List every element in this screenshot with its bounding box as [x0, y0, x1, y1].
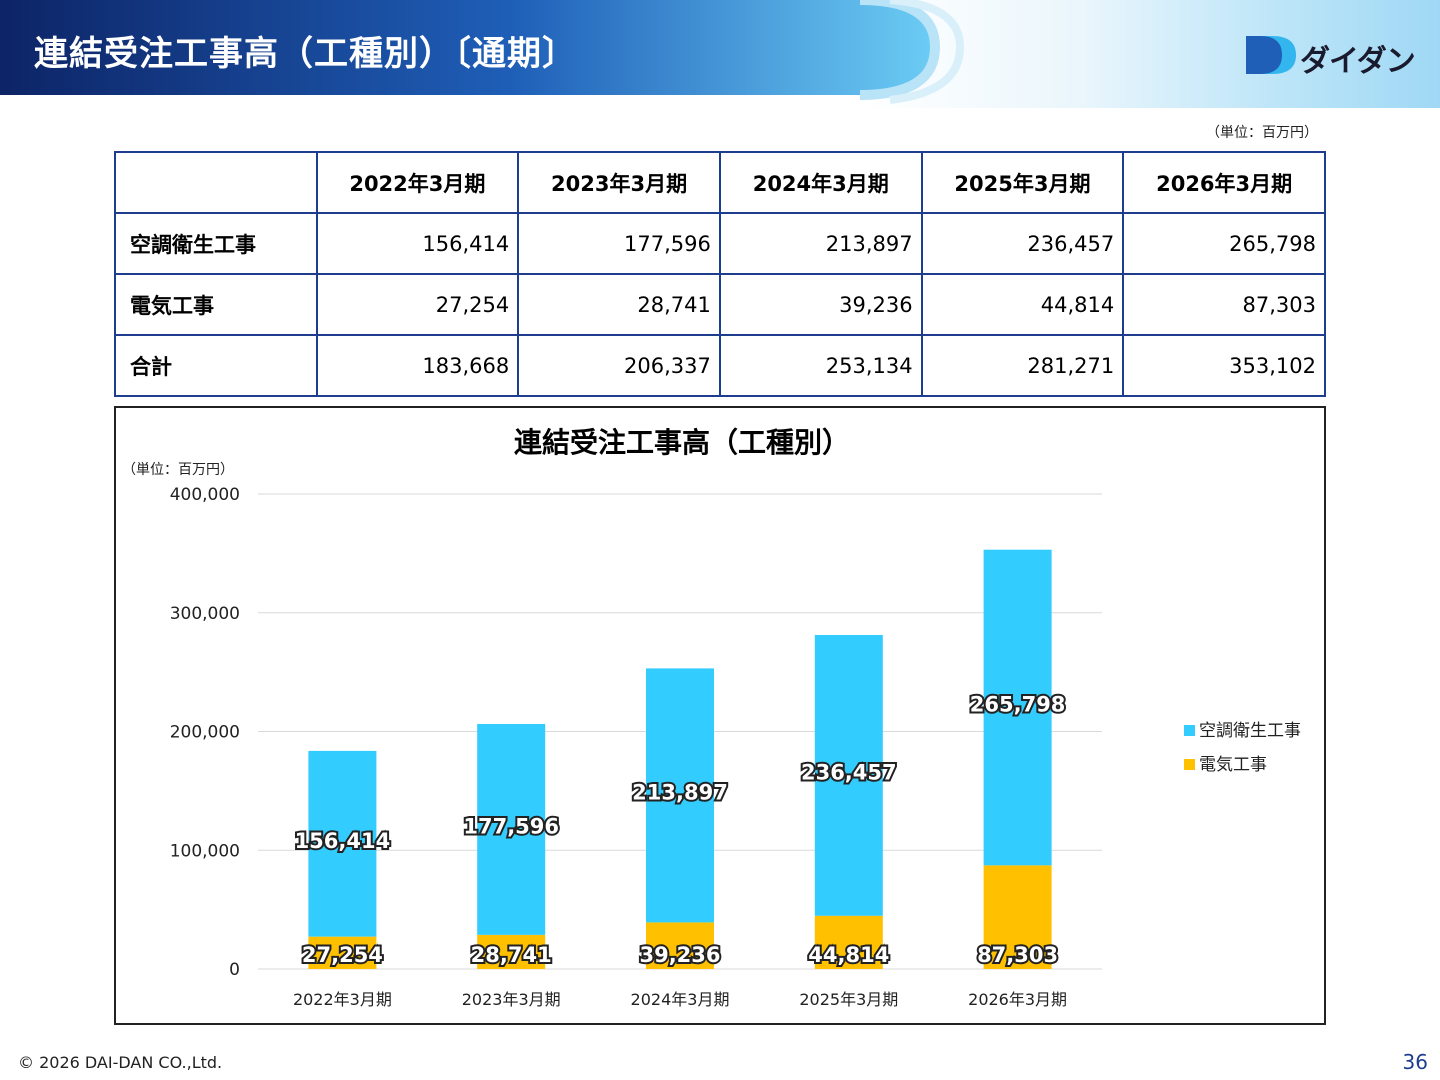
company-logo: ダイダン [1242, 30, 1416, 82]
bar-electrical [646, 922, 714, 969]
table-cell: 281,271 [920, 334, 1125, 397]
row-label: 空調衛生工事 [114, 212, 318, 275]
orders-table: 2022年3月期 2023年3月期 2024年3月期 2025年3月期 2026… [114, 151, 1326, 397]
table-cell: 87,303 [1122, 273, 1326, 336]
legend-swatch [1184, 725, 1195, 736]
bar-electrical [814, 915, 883, 969]
table-cell: 156,414 [315, 212, 520, 275]
table-row: 合計 183,668 206,337 253,134 281,271 353,1… [114, 334, 1326, 397]
logo-mark-icon [1246, 36, 1296, 74]
table-cell: 213,897 [718, 212, 923, 275]
table-cell: 177,596 [517, 212, 721, 275]
page-title: 連結受注工事高（工種別）〔通期〕 [34, 34, 577, 74]
column-header: 2025年3月期 [920, 151, 1125, 214]
bar-electrical [983, 865, 1052, 969]
banner-shape [0, 0, 965, 104]
y-tick-label: 200,000 [170, 723, 240, 743]
table-cell: 39,236 [718, 273, 923, 336]
table-cell: 236,457 [920, 212, 1125, 275]
y-tick-label: 400,000 [170, 485, 240, 505]
row-label: 合計 [114, 334, 318, 397]
x-tick-label: 2024年3月期 [631, 990, 730, 1009]
data-label: 39,236 [639, 943, 720, 967]
legend-swatch [1184, 759, 1195, 770]
row-label: 電気工事 [114, 273, 318, 336]
bar-electrical [477, 934, 546, 969]
x-tick-label: 2023年3月期 [462, 990, 561, 1009]
bar-hvac [308, 750, 377, 937]
chart-container: 連結受注工事高（工種別） （単位：百万円） 0 100,000 200,000 300… [114, 406, 1326, 1025]
y-tick-label: 100,000 [170, 841, 240, 861]
x-tick-label: 2022年3月期 [293, 990, 392, 1009]
table-cell: 253,134 [718, 334, 923, 397]
column-header: 2024年3月期 [718, 151, 923, 214]
copyright-text: © 2026 DAI-DAN CO.,Ltd. [18, 1053, 223, 1072]
chart-unit-label: （単位：百万円） [122, 462, 234, 478]
table-cell: 27,254 [315, 273, 520, 336]
bar-hvac [814, 634, 883, 916]
bar-electrical [308, 936, 377, 969]
column-header: 2023年3月期 [517, 151, 721, 214]
data-label: 177,596 [463, 814, 559, 838]
table-unit-label: （単位：百万円） [1206, 125, 1318, 141]
logo-text: ダイダン [1300, 44, 1416, 79]
bar-hvac [646, 668, 714, 923]
data-label: 213,897 [632, 780, 728, 804]
table-cell: 353,102 [1122, 334, 1326, 397]
table-cell: 28,741 [517, 273, 721, 336]
table-corner-cell [114, 151, 318, 214]
chart-title: 連結受注工事高（工種別） [514, 426, 850, 459]
table-row: 空調衛生工事 156,414 177,596 213,897 236,457 2… [114, 212, 1326, 275]
bar-hvac [983, 549, 1052, 866]
data-label: 156,414 [295, 829, 391, 853]
table-cell: 44,814 [920, 273, 1125, 336]
x-tick-label: 2025年3月期 [799, 990, 898, 1009]
y-tick-label: 300,000 [170, 604, 240, 624]
data-label: 236,457 [801, 760, 897, 784]
table-header-row: 2022年3月期 2023年3月期 2024年3月期 2025年3月期 2026… [114, 151, 1326, 214]
table-row: 電気工事 27,254 28,741 39,236 44,814 87,303 [114, 273, 1326, 336]
header-banner: 連結受注工事高（工種別）〔通期〕 ダイダン [0, 0, 1440, 108]
table-cell: 183,668 [315, 334, 520, 397]
stacked-bar-chart: 連結受注工事高（工種別） （単位：百万円） 0 100,000 200,000 300… [122, 426, 1301, 1009]
data-label: 265,798 [970, 693, 1066, 717]
y-tick-label: 0 [229, 960, 240, 980]
bar-hvac [477, 723, 546, 935]
data-label: 44,814 [808, 943, 889, 967]
data-label: 27,254 [302, 943, 383, 967]
table-cell: 265,798 [1122, 212, 1326, 275]
column-header: 2022年3月期 [315, 151, 520, 214]
x-tick-label: 2026年3月期 [968, 990, 1067, 1009]
column-header: 2026年3月期 [1122, 151, 1326, 214]
legend-label: 電気工事 [1199, 755, 1267, 775]
data-label: 87,303 [977, 943, 1058, 967]
data-label: 28,741 [471, 943, 552, 967]
table-cell: 206,337 [517, 334, 721, 397]
legend-label: 空調衛生工事 [1199, 721, 1301, 741]
page-number: 36 [1402, 1050, 1428, 1074]
